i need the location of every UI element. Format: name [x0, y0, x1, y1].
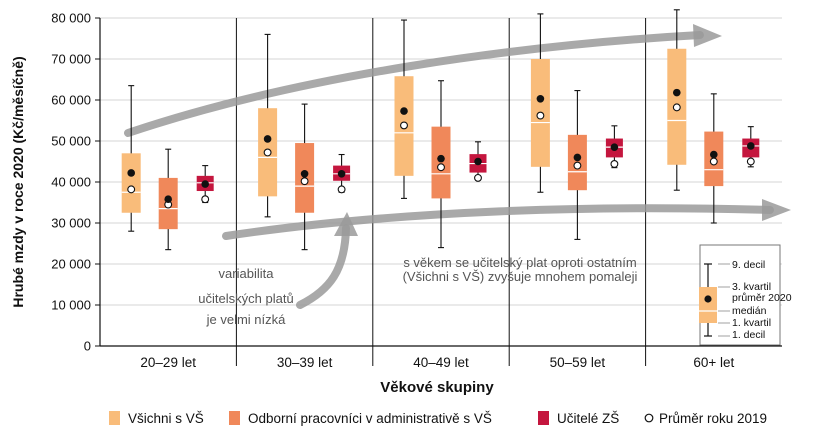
y-tick-label: 10 000	[51, 298, 91, 313]
mean-2020-marker	[164, 195, 172, 204]
key-label-d9: 9. decil	[732, 259, 765, 271]
legend-label-teachers: Učitelé ZŠ	[557, 411, 619, 426]
mean-2020-marker	[673, 88, 681, 97]
box-plot	[333, 153, 351, 194]
mean-2019-marker	[201, 195, 210, 204]
lower-trend-arrowhead	[762, 199, 791, 221]
mean-2019-marker	[337, 185, 346, 194]
growth-annotation: s věkem se učitelský plat oproti ostatní…	[403, 255, 638, 284]
mean-2020-marker	[337, 170, 346, 178]
box-plot	[469, 141, 487, 182]
key-mean-dot	[704, 295, 712, 303]
box-plot	[605, 125, 623, 169]
y-tick-label: 50 000	[51, 134, 91, 149]
category-label: 50–59 let	[550, 355, 606, 370]
box-plot	[394, 19, 414, 199]
mean-2019-marker	[573, 161, 582, 170]
box-plot	[196, 165, 214, 204]
mean-2020-marker	[127, 169, 135, 177]
legend-swatch-teachers	[538, 411, 549, 425]
y-axis-ticks: 0 10 000 20 000 30 000 40 000 50 000 60 000 70 …	[51, 11, 100, 354]
category-label: 40–49 let	[413, 355, 469, 370]
box-plot	[704, 93, 724, 224]
annotation-left-line-1: variabilita	[219, 266, 275, 281]
box-plot	[258, 33, 278, 218]
mean-2019-marker	[300, 177, 309, 186]
y-tick-label: 70 000	[51, 52, 91, 67]
key-label-median: medián	[732, 305, 767, 317]
annotation-left-line-2: učitelských platů	[198, 291, 293, 306]
legend-swatch-all	[109, 411, 120, 425]
mean-2019-marker	[127, 185, 136, 194]
box-plot	[742, 126, 760, 168]
mean-2020-marker	[573, 153, 582, 162]
mean-2020-marker	[710, 150, 718, 159]
legend-label-mean2019: Průměr roku 2019	[659, 411, 767, 426]
mean-2019-marker	[672, 103, 681, 112]
mean-2020-marker	[536, 94, 545, 103]
mean-2019-marker	[263, 148, 272, 157]
boxplot-key: 9. decil 3. kvartil průměr 2020 medián 1…	[699, 244, 792, 346]
mean-2020-marker	[300, 170, 309, 178]
y-tick-label: 60 000	[51, 93, 91, 108]
box-plot	[121, 85, 141, 232]
box-plot	[667, 9, 687, 191]
box-plot	[431, 80, 451, 249]
mean-2019-marker	[400, 121, 408, 130]
mean-2019-marker	[709, 157, 718, 166]
category-label: 20–29 let	[140, 355, 196, 370]
y-axis-label: Hrubé mzdy v roce 2020 (Kč/měsíčně)	[10, 56, 26, 307]
mean-2020-marker	[201, 180, 209, 188]
legend-marker-mean2019	[644, 413, 654, 423]
mean-2019-marker	[437, 163, 445, 172]
legend-swatch-admin	[229, 411, 240, 425]
category-label: 60+ let	[693, 355, 734, 370]
y-tick-label: 20 000	[51, 257, 91, 272]
y-tick-label: 80 000	[51, 11, 91, 26]
mean-2019-marker	[610, 160, 619, 168]
x-axis-label: Věkové skupiny	[380, 379, 494, 396]
mean-2019-marker	[474, 173, 482, 182]
box-plot	[530, 13, 550, 193]
legend: Všichni s VŠ Odborní pracovníci v admini…	[109, 411, 767, 426]
key-label-mean2020: průměr 2020	[732, 292, 792, 304]
upper-trend-arrowhead	[693, 24, 722, 47]
variability-annotation: variabilita učitelských platů je velmi n…	[198, 266, 293, 327]
mean-2020-marker	[263, 135, 272, 143]
mean-2020-marker	[437, 154, 445, 163]
y-tick-label: 40 000	[51, 175, 91, 190]
mean-2019-marker	[536, 111, 545, 120]
iqr-box	[121, 153, 141, 213]
box-plot	[158, 148, 178, 251]
legend-label-all: Všichni s VŠ	[128, 411, 204, 426]
legend-label-admin: Odborní pracovníci v administrativě s VŠ	[248, 411, 492, 426]
mean-2020-marker	[610, 143, 619, 151]
box-plot	[295, 103, 315, 251]
key-label-q3: 3. kvartil	[732, 281, 771, 293]
key-label-q1: 1. kvartil	[732, 317, 771, 329]
category-labels: 20–29 let 30–39 let 40–49 let 50–59 let 60+ …	[140, 355, 734, 370]
iqr-box	[431, 126, 451, 199]
key-label-d1: 1. decil	[732, 329, 765, 341]
box-plots	[121, 9, 760, 251]
mean-2020-marker	[747, 142, 755, 150]
mean-2020-marker	[474, 157, 482, 166]
y-tick-label: 0	[84, 339, 91, 354]
annotation-left-line-3: je velmi nízká	[206, 312, 287, 327]
mean-2020-marker	[400, 107, 408, 115]
variability-pointer-arrowhead	[334, 212, 358, 236]
box-plot	[567, 90, 587, 240]
annotation-right-line-1: s věkem se učitelský plat oproti ostatní…	[403, 255, 636, 270]
category-label: 30–39 let	[277, 355, 333, 370]
annotation-right-line-2: (Všichni s VŠ) zvyšuje mnohem pomaleji	[403, 269, 638, 284]
upper-trend-arrow	[124, 31, 704, 137]
key-box	[699, 287, 717, 323]
lower-trend-arrow	[222, 204, 774, 240]
mean-2019-marker	[746, 157, 755, 166]
y-tick-label: 30 000	[51, 216, 91, 231]
variability-pointer-arrow	[296, 224, 350, 309]
